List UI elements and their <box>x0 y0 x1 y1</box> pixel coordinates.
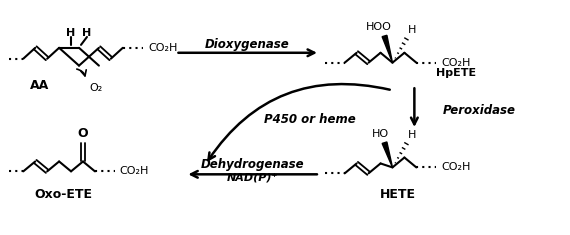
Text: CO₂H: CO₂H <box>119 166 148 176</box>
Text: H: H <box>408 25 417 35</box>
Text: Dioxygenase: Dioxygenase <box>205 38 290 51</box>
Text: HETE: HETE <box>380 188 416 201</box>
Text: H: H <box>408 130 417 140</box>
Text: AA: AA <box>30 79 49 92</box>
Text: O: O <box>78 127 88 140</box>
Text: Dehydrogenase: Dehydrogenase <box>200 158 304 171</box>
Text: CO₂H: CO₂H <box>442 58 471 68</box>
Text: O₂: O₂ <box>89 83 103 93</box>
Text: CO₂H: CO₂H <box>442 162 471 172</box>
Text: H: H <box>82 28 92 38</box>
Text: Oxo-ETE: Oxo-ETE <box>34 188 92 201</box>
Polygon shape <box>382 35 393 63</box>
FancyArrowPatch shape <box>209 84 390 160</box>
Text: CO₂H: CO₂H <box>148 43 177 53</box>
Text: HpETE: HpETE <box>436 67 476 78</box>
Text: HOO: HOO <box>365 22 392 32</box>
Text: H: H <box>67 28 76 38</box>
Text: P450 or heme: P450 or heme <box>264 114 356 126</box>
Polygon shape <box>382 142 393 167</box>
Text: Peroxidase: Peroxidase <box>442 104 515 117</box>
Text: HO: HO <box>372 129 389 139</box>
Text: NAD(P)⁺: NAD(P)⁺ <box>226 172 278 182</box>
